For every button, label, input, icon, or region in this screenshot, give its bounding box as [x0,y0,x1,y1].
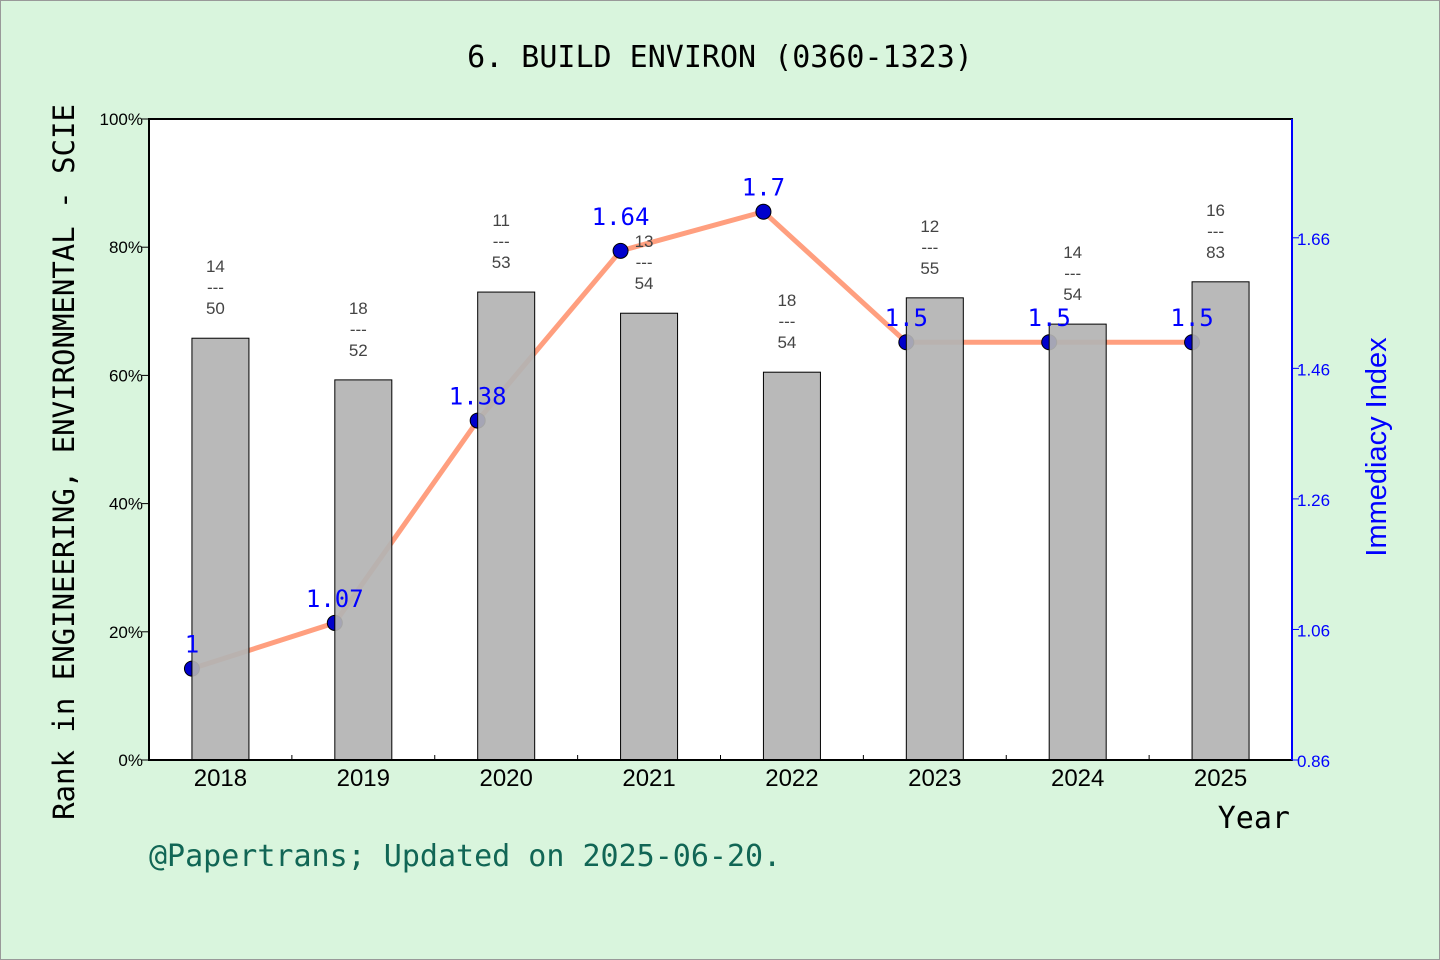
left-tick-label: 20% [109,623,143,642]
total-label-2025: 83 [1206,243,1225,262]
rank-separator-2023: --- [921,238,938,257]
x-tick-label-2024: 2024 [1051,765,1104,792]
x-tick-label-2021: 2021 [622,765,675,792]
x-tick-label-2020: 2020 [479,765,532,792]
total-label-2023: 55 [920,259,939,278]
immediacy-point-2021 [612,242,629,259]
rank-label-2021: 13 [635,232,654,251]
footer-note: @Papertrans; Updated on 2025-06-20. [149,839,781,874]
rank-bar-2023 [905,297,964,761]
rank-bar-2020 [477,291,536,761]
rank-bar-2021 [620,312,679,761]
rank-bar-2018 [191,337,250,761]
immediacy-label-2024: 1.5 [1028,304,1071,332]
right-tick-label: 1.06 [1297,621,1330,640]
rank-separator-2018: --- [207,278,224,297]
left-axis-label: Rank in ENGINEERING, ENVIRONMENTAL - SCI… [47,104,81,820]
x-tick-label-2023: 2023 [908,765,961,792]
left-tick-label: 100% [100,110,143,129]
total-label-2021: 54 [635,274,654,293]
right-tick-label: 1.66 [1297,230,1330,249]
immediacy-label-2022: 1.7 [742,174,785,202]
total-label-2024: 54 [1063,285,1082,304]
rank-label-2019: 18 [349,299,368,318]
rank-label-2018: 14 [206,257,225,276]
left-tick-label: 60% [109,366,143,385]
x-tick-label-2019: 2019 [337,765,390,792]
x-tick-label-2018: 2018 [194,765,247,792]
rank-label-2022: 18 [777,291,796,310]
right-axis-label: Immediacy Index [1361,337,1393,557]
rank-separator-2019: --- [350,320,367,339]
rank-label-2020: 11 [492,211,510,230]
total-label-2019: 52 [349,341,368,360]
left-tick-label: 0% [118,751,143,770]
left-tick-label: 40% [109,495,143,514]
rank-bar-2024 [1048,323,1107,761]
immediacy-point-2022 [755,203,772,220]
x-tick-label-2025: 2025 [1194,765,1247,792]
immediacy-label-2025: 1.5 [1170,304,1213,332]
rank-label-2025: 16 [1206,201,1225,220]
rank-separator-2024: --- [1064,264,1081,283]
right-tick-label: 0.86 [1297,752,1330,771]
rank-separator-2020: --- [493,232,510,251]
right-tick-label: 1.26 [1297,491,1330,510]
total-label-2018: 50 [206,299,225,318]
rank-label-2023: 12 [920,217,939,236]
rank-separator-2022: --- [778,312,795,331]
right-tick-label: 1.46 [1297,360,1330,379]
total-label-2022: 54 [777,333,796,352]
rank-bar-2025 [1191,281,1250,761]
rank-bar-2019 [334,379,393,761]
immediacy-label-2023: 1.5 [885,304,928,332]
x-tick-label-2022: 2022 [765,765,818,792]
immediacy-label-2020: 1.38 [449,383,507,411]
rank-label-2024: 14 [1063,243,1082,262]
plot-area [149,119,1292,760]
total-label-2020: 53 [492,253,511,272]
rank-separator-2025: --- [1207,222,1224,241]
rank-separator-2021: --- [636,253,653,272]
immediacy-label-2018: 1 [185,631,199,659]
immediacy-label-2021: 1.64 [592,203,650,231]
left-tick-label: 80% [109,238,143,257]
chart-title: 6. BUILD ENVIRON (0360-1323) [467,40,973,75]
x-axis-label: Year [1218,801,1290,836]
immediacy-label-2019: 1.07 [306,585,364,613]
rank-bar-2022 [762,371,821,761]
